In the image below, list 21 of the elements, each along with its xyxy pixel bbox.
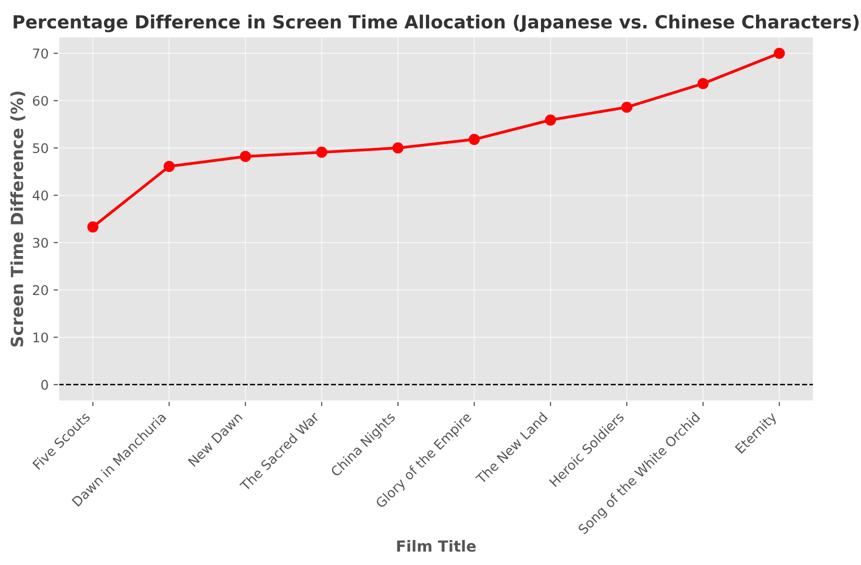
- x-axis-title: Film Title: [397, 540, 476, 552]
- point: [392, 142, 404, 154]
- point: [621, 102, 632, 113]
- point: [316, 146, 328, 158]
- y-axis-title: Screen Time Difference (%): [10, 92, 26, 347]
- point: [774, 48, 785, 59]
- y-tick-label: 60: [32, 96, 48, 106]
- y-tick-label: 30: [33, 238, 48, 248]
- y-tick-label: 50: [33, 143, 48, 154]
- point: [240, 150, 251, 162]
- y-tick-label: 20: [33, 285, 48, 296]
- y-tick-label: 0: [41, 380, 48, 390]
- point: [164, 160, 175, 172]
- point: [87, 221, 98, 233]
- point: [697, 78, 709, 90]
- y-tick-label: 70: [33, 48, 48, 58]
- point: [468, 134, 480, 145]
- chart-title: Percentage Difference in Screen Time Allocation (Japanese vs. Chinese Characters): [14, 14, 859, 32]
- point: [544, 114, 556, 126]
- y-tick-label: 40: [32, 190, 48, 200]
- y-tick-label: 10: [33, 332, 48, 342]
